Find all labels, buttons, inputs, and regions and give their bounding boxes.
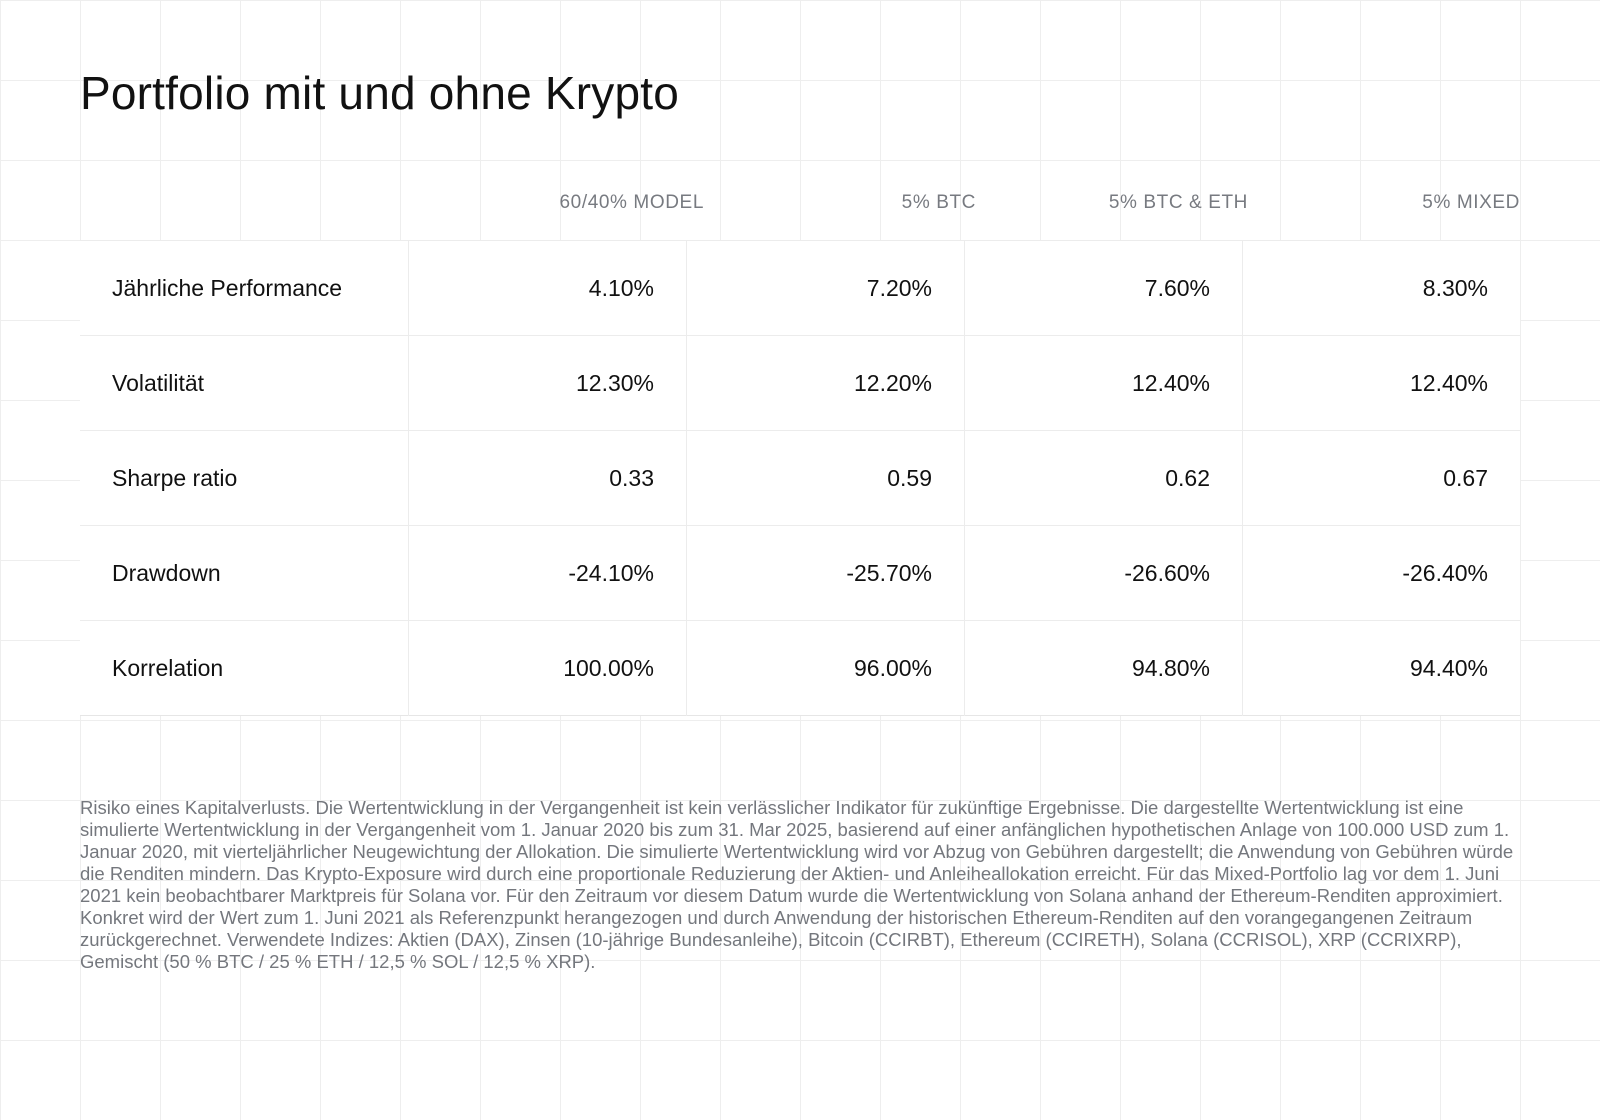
table-cell: 7.60% xyxy=(964,241,1242,336)
cell-value: -26.40% xyxy=(1402,560,1488,586)
table-cell: 0.33 xyxy=(408,431,686,526)
table-cell: 94.80% xyxy=(964,621,1242,716)
cell-value: 12.30% xyxy=(575,370,654,396)
table-cell: -24.10% xyxy=(408,526,686,621)
cell-value: -26.60% xyxy=(1124,560,1210,586)
table-cell: 12.40% xyxy=(1242,336,1520,431)
table-row: Jährliche Performance 4.10% 7.20% 7.60% … xyxy=(80,241,1520,336)
cell-value: 94.80% xyxy=(1131,655,1210,681)
cell-value: 4.10% xyxy=(588,275,654,301)
table-cell: 12.20% xyxy=(686,336,964,431)
row-label: Drawdown xyxy=(112,560,221,586)
comparison-table: Jährliche Performance 4.10% 7.20% 7.60% … xyxy=(80,240,1520,716)
row-label: Volatilität xyxy=(112,370,205,396)
table-cell: 96.00% xyxy=(686,621,964,716)
disclaimer-text: Risiko eines Kapitalverlusts. Die Werten… xyxy=(80,797,1514,972)
row-label: Korrelation xyxy=(112,655,224,681)
cell-value: 0.59 xyxy=(887,465,932,491)
table-cell: 8.30% xyxy=(1242,241,1520,336)
table-cell: 0.67 xyxy=(1242,431,1520,526)
table-row: Korrelation 100.00% 96.00% 94.80% 94.40% xyxy=(80,621,1520,716)
cell-value: 12.40% xyxy=(1409,370,1488,396)
cell-value: -24.10% xyxy=(568,560,654,586)
page-title: Portfolio mit und ohne Krypto xyxy=(80,67,680,119)
cell-value: 0.33 xyxy=(609,465,654,491)
table-cell: 0.62 xyxy=(964,431,1242,526)
table-cell: -26.60% xyxy=(964,526,1242,621)
cell-value: 8.30% xyxy=(1422,275,1488,301)
column-header-mixed: 5% MIXED xyxy=(1422,192,1520,213)
table-column-headers: 60/40% MODEL 5% BTC 5% BTC & ETH 5% MIXE… xyxy=(80,180,1520,230)
cell-value: 12.20% xyxy=(853,370,932,396)
table-cell: 4.10% xyxy=(408,241,686,336)
table-cell: 100.00% xyxy=(408,621,686,716)
row-label: Jährliche Performance xyxy=(112,275,343,301)
table-cell: 12.40% xyxy=(964,336,1242,431)
cell-value: 12.40% xyxy=(1131,370,1210,396)
table-row: Drawdown -24.10% -25.70% -26.60% -26.40% xyxy=(80,526,1520,621)
cell-value: 96.00% xyxy=(853,655,932,681)
table-cell: 0.59 xyxy=(686,431,964,526)
column-header-btc: 5% BTC xyxy=(901,192,976,213)
column-header-model: 60/40% MODEL xyxy=(559,192,704,213)
column-header-btc-eth: 5% BTC & ETH xyxy=(1108,192,1248,213)
table-cell: -26.40% xyxy=(1242,526,1520,621)
cell-value: 0.67 xyxy=(1443,465,1488,491)
row-label: Sharpe ratio xyxy=(112,465,238,491)
cell-value: 7.20% xyxy=(866,275,932,301)
cell-value: 0.62 xyxy=(1165,465,1210,491)
cell-value: -25.70% xyxy=(846,560,932,586)
cell-value: 94.40% xyxy=(1409,655,1488,681)
table-cell: 94.40% xyxy=(1242,621,1520,716)
cell-value: 7.60% xyxy=(1144,275,1210,301)
table-cell: 12.30% xyxy=(408,336,686,431)
table-row: Sharpe ratio 0.33 0.59 0.62 0.67 xyxy=(80,431,1520,526)
table-cell: -25.70% xyxy=(686,526,964,621)
cell-value: 100.00% xyxy=(563,655,654,681)
table-cell: 7.20% xyxy=(686,241,964,336)
table-row: Volatilität 12.30% 12.20% 12.40% 12.40% xyxy=(80,336,1520,431)
